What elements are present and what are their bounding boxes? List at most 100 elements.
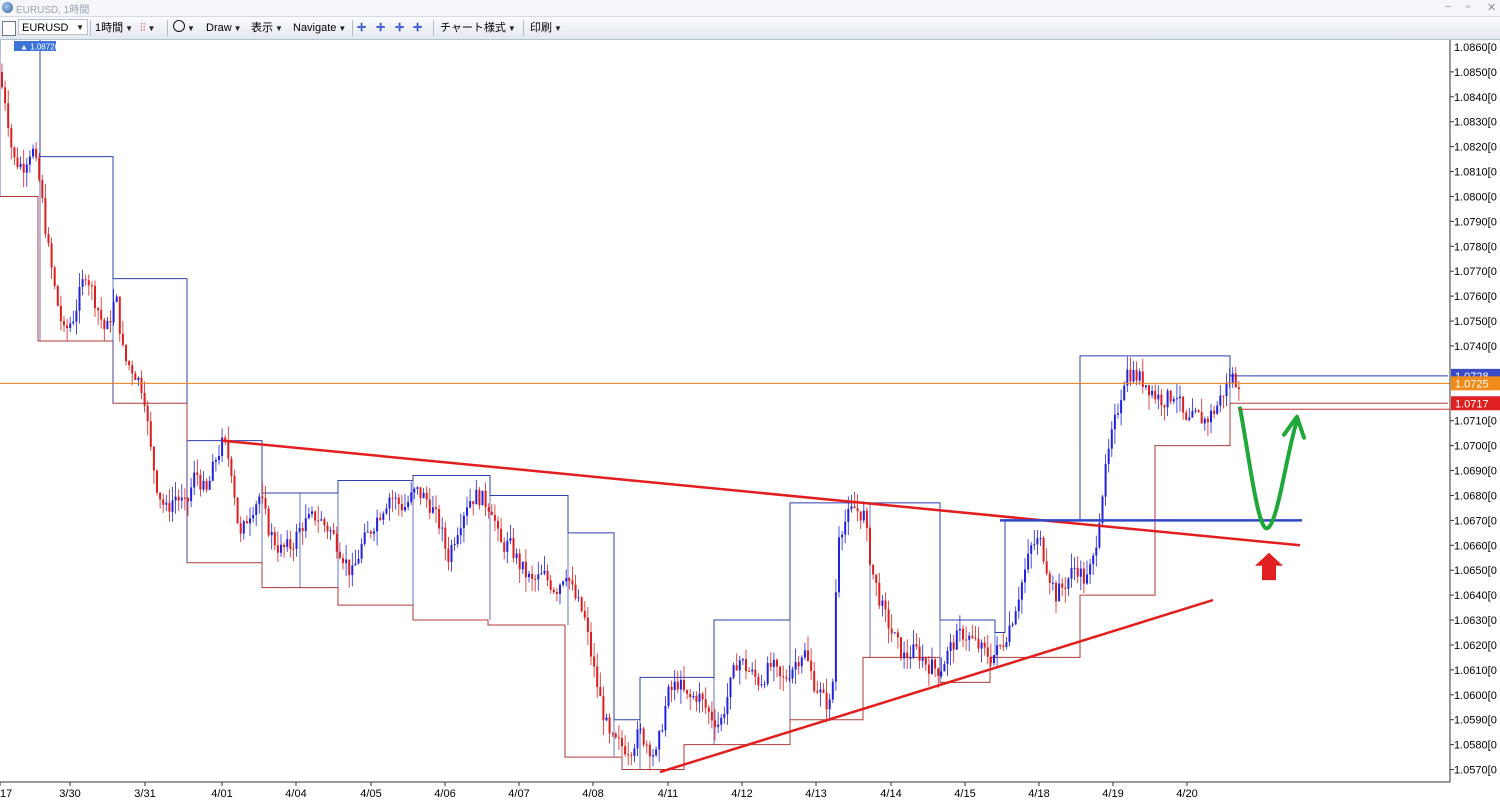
candle-body xyxy=(906,652,909,658)
candle-body xyxy=(1076,567,1079,577)
price-axis-label: 1.0810[0 xyxy=(1454,167,1497,179)
candle-body xyxy=(475,489,478,505)
chart-window-icon[interactable] xyxy=(2,21,16,36)
current-price-badge-label: 1.0725 xyxy=(1455,378,1489,390)
minimize-button[interactable]: − xyxy=(1445,1,1452,13)
candle-body xyxy=(844,521,847,535)
candle-body xyxy=(360,543,363,559)
candle-body xyxy=(803,650,806,658)
candle-body xyxy=(531,573,534,579)
candle-body xyxy=(211,461,214,481)
candle-body xyxy=(1203,418,1206,424)
candle-body xyxy=(1231,373,1234,383)
candle-body xyxy=(258,496,261,505)
candle-body xyxy=(369,531,372,534)
candle-body xyxy=(391,497,394,499)
candle-body xyxy=(859,511,862,521)
horizontal-line-tool-button[interactable]: ✛ xyxy=(395,20,404,36)
close-button[interactable]: ✕ xyxy=(1487,2,1497,14)
candle-body xyxy=(506,540,509,552)
candle-body xyxy=(134,373,137,380)
candle-body xyxy=(100,310,103,320)
candle-body xyxy=(168,502,171,512)
candle-body xyxy=(931,659,933,674)
candle-body xyxy=(379,517,382,520)
shape-tool-button[interactable]: ▼ xyxy=(173,20,195,36)
candle-body xyxy=(311,511,313,515)
price-axis-label: 1.0690[0 xyxy=(1454,466,1497,478)
crosshair-tool-button[interactable]: ✛ xyxy=(357,20,366,36)
candle-body xyxy=(261,496,264,499)
candle-body xyxy=(1234,373,1237,388)
candle-body xyxy=(87,280,90,286)
vertical-line-icon: ✛ xyxy=(376,22,386,34)
candle-body xyxy=(921,657,924,661)
candle-body xyxy=(140,377,143,393)
candle-body xyxy=(834,592,837,682)
candle-body xyxy=(283,544,286,548)
price-chart[interactable]: ▲ 1.08726 1.0850[0 1.0840[0 1.0830[0 1.0820[… xyxy=(0,40,1500,802)
candle-body xyxy=(348,559,351,576)
candle-body xyxy=(174,496,177,501)
green-arrowhead-icon xyxy=(1282,414,1306,440)
plot-area xyxy=(0,40,1450,782)
draw-menu-label: Draw xyxy=(206,22,232,34)
candle-body xyxy=(1157,394,1160,400)
price-axis-label: 1.0610[0 xyxy=(1454,665,1497,677)
candle-body xyxy=(782,676,785,678)
candle-body xyxy=(72,321,75,324)
candle-body xyxy=(549,580,552,590)
candle-body xyxy=(357,558,360,564)
candle-body xyxy=(1030,545,1033,554)
price-axis-label: 1.0770[0 xyxy=(1454,266,1497,278)
vertical-line-tool-button[interactable]: ✛ xyxy=(376,20,385,36)
candle-type-button[interactable]: ⫶⫶ ▼ xyxy=(140,20,155,36)
candle-body xyxy=(490,511,493,515)
candle-body xyxy=(887,609,890,629)
price-chart-canvas[interactable]: ▲ 1.08726 1.0850[0 1.0840[0 1.0830[0 1.0820[… xyxy=(0,40,1500,802)
candle-body xyxy=(642,728,645,745)
chart-style-menu[interactable]: チャート様式 ▼ xyxy=(440,20,516,36)
symbol-select[interactable]: EURUSD ▼ xyxy=(18,19,88,35)
candle-body xyxy=(590,631,592,657)
candle-body xyxy=(983,642,986,648)
red-up-arrow-icon xyxy=(1255,552,1283,581)
candle-body xyxy=(317,520,320,522)
candle-body xyxy=(428,499,431,513)
candle-body xyxy=(41,179,44,198)
candle-body xyxy=(342,558,344,564)
candle-body xyxy=(171,500,174,512)
candle-body xyxy=(605,717,608,721)
candle-body xyxy=(1055,582,1057,602)
print-menu[interactable]: 印刷 ▼ xyxy=(530,20,562,36)
bid-price-badge xyxy=(1451,396,1500,411)
price-axis-label: 1.0760[0 xyxy=(1454,291,1497,303)
view-menu[interactable]: 表示 ▼ xyxy=(251,20,283,36)
candle-body xyxy=(239,523,242,534)
candle-body xyxy=(974,637,977,639)
price-axis-label: 1.0660[0 xyxy=(1454,540,1497,552)
candle-body xyxy=(676,681,679,690)
navigate-menu[interactable]: Navigate ▼ xyxy=(293,20,346,36)
candle-body xyxy=(633,748,636,756)
candle-body xyxy=(772,659,775,667)
candle-body xyxy=(838,537,840,593)
price-axis-label: 1.0750[0 xyxy=(1454,316,1497,328)
price-axis-label: 1.0590[0 xyxy=(1454,715,1497,727)
candle-body xyxy=(847,509,850,522)
candle-body xyxy=(580,597,583,611)
candle-body xyxy=(543,570,546,574)
candle-body xyxy=(1098,523,1101,548)
candle-body xyxy=(354,563,357,566)
candle-body xyxy=(450,544,453,562)
candle-body xyxy=(47,234,50,244)
restore-button[interactable]: ▫ xyxy=(1466,1,1470,13)
candle-body xyxy=(754,669,757,677)
candle-body xyxy=(224,437,227,440)
candle-body xyxy=(881,600,884,606)
candle-body xyxy=(366,531,369,533)
zoom-tool-button[interactable]: ✛ xyxy=(413,20,422,36)
draw-menu[interactable]: Draw ▼ xyxy=(206,20,242,36)
timeframe-dropdown[interactable]: 1時間 ▼ xyxy=(95,20,133,36)
candle-body xyxy=(552,589,555,593)
